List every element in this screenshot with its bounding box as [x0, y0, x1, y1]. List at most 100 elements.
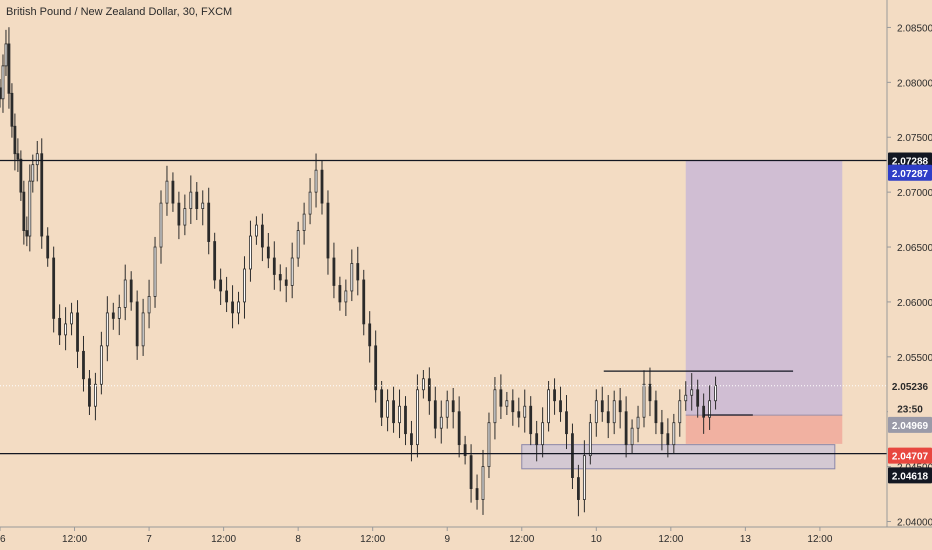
candle: [648, 367, 652, 417]
candle: [19, 150, 23, 201]
candle: [159, 190, 163, 264]
drawing-layer: [521, 160, 843, 470]
candle-body: [398, 405, 401, 424]
candle: [25, 216, 29, 247]
candle-body: [344, 290, 348, 303]
candle: [433, 386, 437, 439]
candle-body: [28, 180, 32, 237]
candle-body: [31, 164, 35, 182]
candle: [308, 178, 312, 225]
candle: [266, 232, 270, 269]
candle-body: [678, 400, 682, 424]
time-axis[interactable]: 6 12:00 7 12:00 8 12:00 9 12:00 10 12:00 13 12:00: [0, 527, 833, 545]
candle-body: [117, 307, 121, 319]
candle: [177, 191, 181, 240]
candle: [493, 377, 497, 440]
candle: [82, 335, 85, 392]
candle-body: [469, 455, 473, 489]
candle-body: [1, 65, 5, 100]
candle: [70, 302, 73, 336]
candle-body: [213, 241, 217, 281]
x-tick-label: 6: [0, 534, 6, 545]
candle-body: [25, 230, 29, 237]
candle-body: [618, 400, 622, 413]
candle-body: [416, 389, 419, 446]
candle: [326, 190, 330, 275]
candle: [571, 423, 574, 490]
candle-body: [302, 213, 306, 231]
candle-body: [249, 235, 252, 270]
candle: [231, 285, 234, 329]
candle: [4, 29, 8, 76]
candle-body: [225, 290, 228, 303]
candle: [606, 395, 610, 439]
candle-body: [129, 279, 133, 303]
candle: [511, 389, 515, 426]
x-tick-label: 12:00: [62, 534, 87, 545]
price-tag-label: 2.04969: [892, 421, 929, 432]
candle-body: [0, 87, 2, 100]
price-tag: 2.04969: [888, 416, 932, 433]
candle: [16, 138, 20, 172]
candle: [582, 440, 586, 513]
candle: [708, 385, 711, 430]
candle-body: [88, 378, 91, 407]
candle-body: [451, 400, 455, 413]
candlestick-series: [0, 27, 717, 517]
candle: [314, 153, 318, 208]
candle-body: [165, 180, 169, 204]
candle: [690, 373, 694, 411]
candle: [40, 138, 44, 249]
candle: [702, 393, 706, 434]
candle: [171, 172, 175, 212]
candle: [618, 388, 622, 429]
candle: [219, 268, 223, 306]
price-tag: 2.04618: [888, 467, 932, 484]
candle: [380, 380, 384, 426]
candle-body: [70, 312, 73, 325]
candle-body: [392, 400, 395, 424]
candle-body: [463, 444, 467, 457]
candle-body: [22, 191, 26, 231]
candle-body: [421, 378, 425, 391]
candle: [541, 407, 545, 458]
candle: [612, 390, 616, 435]
candle: [225, 276, 228, 313]
candle: [523, 389, 527, 433]
candle-body: [141, 312, 145, 347]
candle-body: [410, 433, 413, 446]
x-tick-label: 12:00: [807, 534, 832, 545]
price-tag-box: [888, 447, 932, 464]
candle-body: [439, 416, 443, 429]
x-tick-label: 7: [146, 534, 152, 545]
candle: [529, 396, 533, 446]
candle: [0, 79, 2, 108]
candle: [153, 236, 157, 308]
candle: [410, 420, 413, 462]
candle-body: [171, 180, 175, 204]
target-zone: [685, 160, 843, 416]
x-tick-label: 13: [740, 534, 752, 545]
candle-body: [308, 191, 312, 215]
candle: [451, 388, 455, 429]
candle-body: [52, 257, 56, 319]
candle-body: [404, 405, 407, 435]
candle-body: [189, 191, 193, 210]
candle: [565, 395, 568, 450]
candle: [64, 307, 67, 351]
candle: [255, 216, 258, 245]
price-tag-box: [888, 467, 932, 484]
candle: [654, 390, 658, 435]
candle-body: [16, 153, 20, 160]
candle-body: [362, 279, 366, 325]
candle: [141, 298, 145, 356]
candle-body: [445, 400, 449, 418]
y-tick-label: 2.07000: [897, 188, 932, 199]
candle: [421, 369, 425, 399]
candle: [356, 246, 360, 296]
candle: [678, 389, 682, 437]
candle: [457, 396, 461, 458]
candle: [76, 300, 79, 369]
candle-body: [290, 257, 294, 286]
